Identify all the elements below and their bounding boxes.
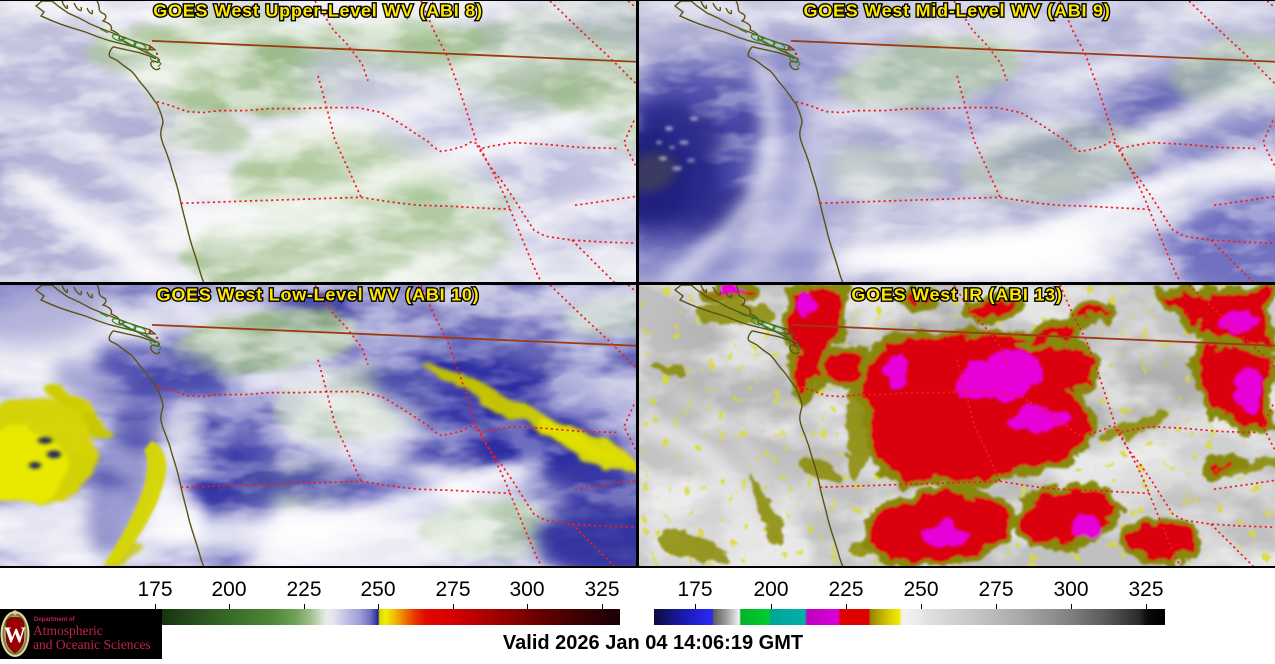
- svg-text:Department of: Department of: [34, 617, 76, 623]
- svg-text:GOES West Low-Level WV (ABI 10: GOES West Low-Level WV (ABI 10): [157, 285, 480, 304]
- svg-text:GOES West Upper-Level WV (ABI: GOES West Upper-Level WV (ABI 8): [153, 1, 482, 20]
- svg-text:GOES West IR (ABI 13): GOES West IR (ABI 13): [851, 285, 1062, 304]
- svg-text:GOES West Mid-Level WV (ABI 9): GOES West Mid-Level WV (ABI 9): [804, 1, 1111, 20]
- svg-text:W: W: [4, 622, 26, 647]
- svg-text:and Oceanic Sciences: and Oceanic Sciences: [33, 637, 151, 652]
- svg-text:Atmospheric: Atmospheric: [33, 623, 103, 638]
